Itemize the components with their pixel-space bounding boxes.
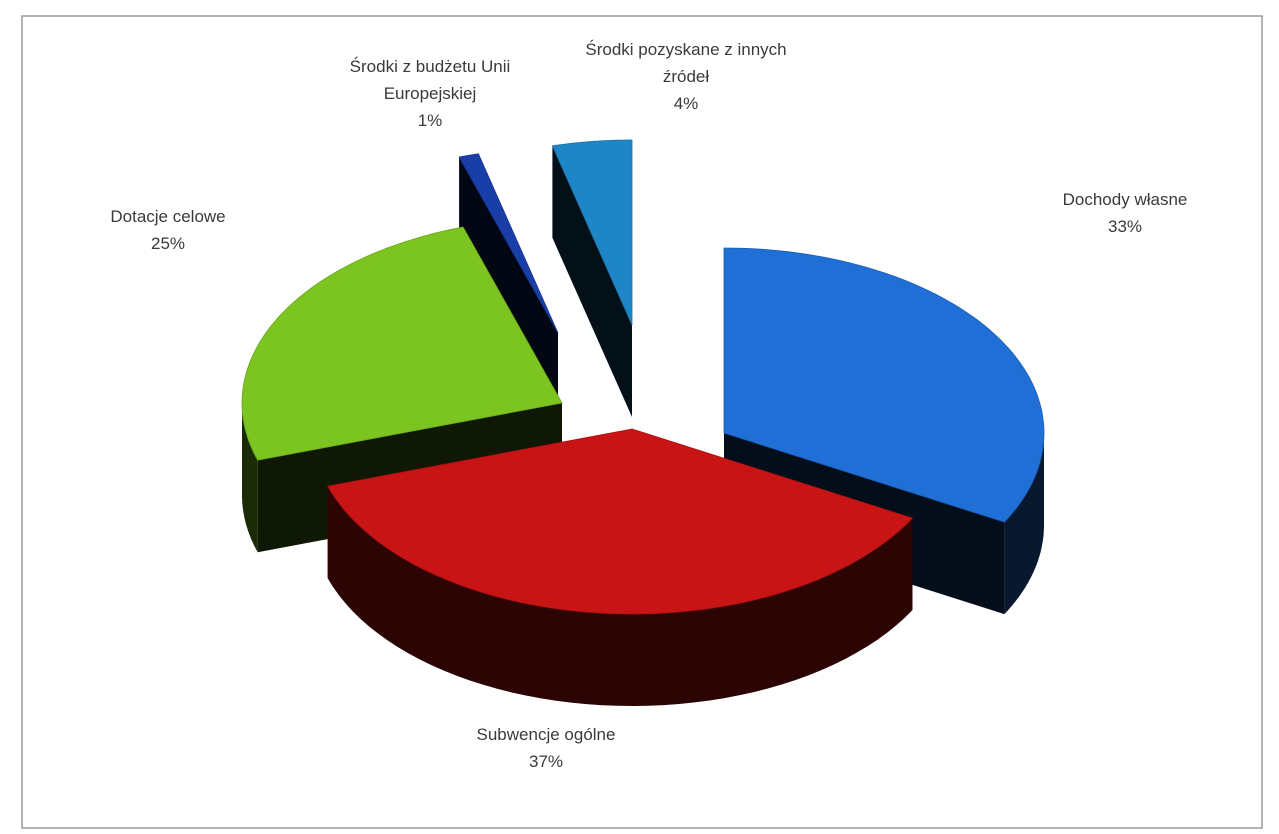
slice-label-percent: 37% — [529, 752, 563, 771]
slice-label-percent: 25% — [151, 234, 185, 253]
pie-slice-inne — [551, 139, 633, 418]
slice-label-name: Dotacje celowe — [110, 207, 225, 226]
slice-label-name: Środki pozyskane z innych — [585, 40, 786, 59]
slice-label-name: Subwencje ogólne — [477, 725, 616, 744]
slice-top — [327, 428, 914, 615]
pie-slice-subwencje — [327, 428, 914, 706]
slice-label-name: Dochody własne — [1063, 190, 1188, 209]
slice-side — [327, 486, 913, 706]
slice-side — [1004, 433, 1044, 615]
slice-label-name: Środki z budżetu Unii — [350, 57, 511, 76]
slice-top — [241, 226, 563, 461]
slice-label-percent: 1% — [418, 111, 443, 130]
slice-top — [551, 139, 633, 326]
slice-label-name-line2: źródeł — [663, 67, 710, 86]
plot-border — [21, 15, 1263, 829]
pie-slice-dotacje — [241, 226, 563, 553]
slice-side — [242, 403, 258, 553]
slice-top — [723, 247, 1045, 523]
slice-label-name-line2: Europejskiej — [384, 84, 477, 103]
slice-wall — [552, 145, 632, 418]
slice-label-inne: Środki pozyskane z innych źródeł 4% — [585, 40, 786, 113]
slice-label-dotacje: Dotacje celowe 25% — [110, 207, 225, 253]
slice-label-percent: 4% — [674, 94, 699, 113]
slice-label-percent: 33% — [1108, 217, 1142, 236]
slice-top — [458, 153, 559, 334]
slice-label-subwencje: Subwencje ogólne 37% — [477, 725, 616, 771]
pie-slices — [241, 139, 1045, 706]
slice-label-unia: Środki z budżetu Unii Europejskiej 1% — [350, 57, 511, 130]
slice-label-dochody: Dochody własne 33% — [1063, 190, 1188, 236]
